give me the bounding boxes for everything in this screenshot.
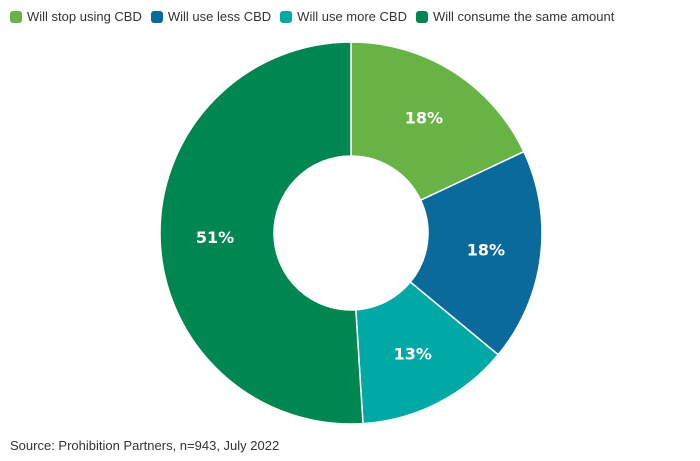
chart-legend: Will stop using CBD Will use less CBD Wi… (10, 9, 614, 24)
legend-swatch-stop (10, 10, 22, 23)
slice-label-same: 51% (196, 228, 234, 247)
legend-swatch-more (280, 10, 293, 23)
slice-stop[interactable] (350, 41, 525, 202)
slice-less[interactable] (409, 150, 543, 356)
legend-label-more: Will use more CBD (297, 9, 407, 24)
legend-item-more[interactable]: Will use more CBD (280, 9, 407, 24)
legend-label-less: Will use less CBD (167, 9, 272, 24)
slice-label-more: 13% (394, 345, 432, 364)
slice-more[interactable] (355, 281, 500, 425)
slice-label-less: 18% (467, 241, 505, 260)
legend-swatch-same (415, 10, 428, 23)
slice-same[interactable] (159, 41, 364, 425)
slice-label-stop: 18% (405, 109, 443, 128)
legend-swatch-less (150, 10, 163, 23)
legend-item-less[interactable]: Will use less CBD (150, 9, 272, 24)
legend-item-same[interactable]: Will consume the same amount (415, 9, 615, 24)
legend-label-stop: Will stop using CBD (27, 9, 142, 24)
legend-label-same: Will consume the same amount (432, 9, 615, 24)
source-note: Source: Prohibition Partners, n=943, Jul… (10, 438, 280, 453)
legend-item-stop[interactable]: Will stop using CBD (10, 9, 142, 24)
